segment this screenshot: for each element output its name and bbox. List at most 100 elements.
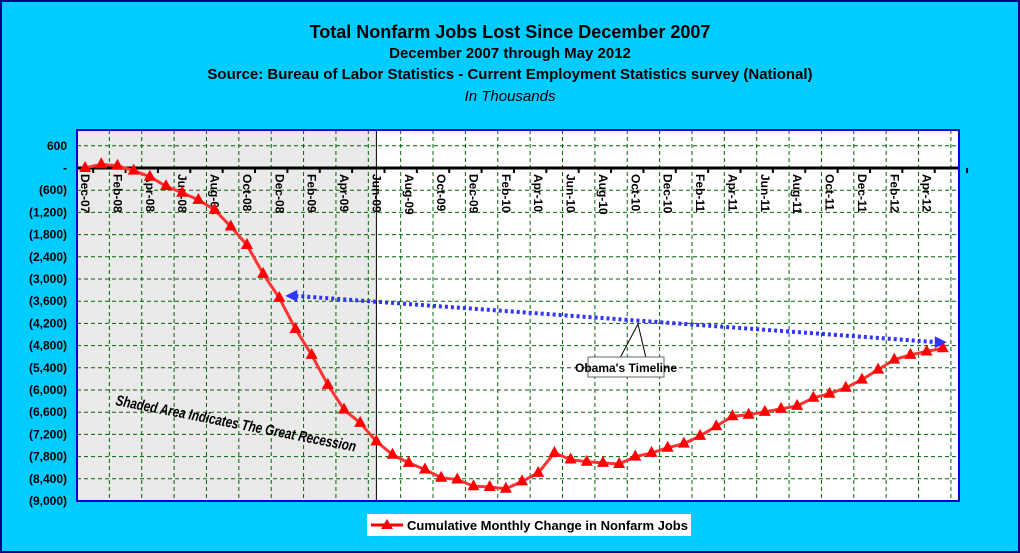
data-point [354, 415, 367, 427]
data-point [402, 455, 415, 467]
data-point [451, 472, 464, 484]
y-tick-label: (2,400) [29, 250, 67, 264]
x-tick-label: Oct-10 [628, 174, 642, 212]
x-tick-label: Aug-08 [208, 174, 222, 215]
y-tick-label: (3,600) [29, 294, 67, 308]
data-point [192, 192, 205, 204]
y-tick-label: (3,000) [29, 272, 67, 286]
data-point [273, 290, 286, 302]
x-tick-label: Jun-09 [369, 174, 383, 213]
y-tick-label: (5,400) [29, 361, 67, 375]
data-point [661, 440, 674, 452]
y-tick-label: (7,200) [29, 427, 67, 441]
x-tick-label: Apr-12 [920, 174, 934, 212]
data-point [321, 377, 334, 389]
y-tick-label: (1,800) [29, 228, 67, 242]
data-point [418, 462, 431, 474]
data-point [305, 347, 318, 359]
chart-source: Source: Bureau of Labor Statistics - Cur… [207, 66, 813, 83]
data-point [855, 372, 868, 384]
chart-subtitle: December 2007 through May 2012 [389, 45, 631, 62]
data-point [710, 419, 723, 431]
data-point [338, 402, 351, 414]
data-point [904, 347, 917, 359]
data-point [176, 185, 189, 197]
x-tick-label: Aug-10 [596, 174, 610, 215]
legend-label: Cumulative Monthly Change in Nonfarm Job… [407, 517, 688, 533]
data-point [888, 352, 901, 364]
data-point [160, 179, 173, 191]
x-tick-label: Oct-08 [240, 174, 254, 212]
legend-marker-icon [371, 519, 403, 529]
x-tick-label: Dec-10 [661, 174, 675, 214]
data-point [111, 158, 124, 170]
plot-border [76, 129, 960, 502]
chart-title: Total Nonfarm Jobs Lost Since December 2… [309, 22, 711, 42]
data-point [499, 481, 512, 493]
x-tick-label: Feb-10 [499, 174, 513, 213]
data-point [467, 479, 480, 491]
y-tick-label: (4,800) [29, 339, 67, 353]
y-tick-label: (8,400) [29, 472, 67, 486]
arrow-head-left [285, 289, 298, 302]
callout-box [587, 356, 665, 378]
data-point [629, 449, 642, 461]
x-tick-label: Oct-11 [823, 174, 837, 211]
data-point [370, 434, 383, 446]
x-tick-label: Apr-09 [337, 174, 351, 212]
x-tick-label: Apr-11 [725, 174, 739, 212]
data-point [289, 321, 302, 333]
legend: Cumulative Monthly Change in Nonfarm Job… [367, 514, 691, 536]
x-tick-label: Feb-12 [887, 174, 901, 213]
y-tick-label: (6,600) [29, 405, 67, 419]
data-point [726, 409, 739, 421]
y-tick-label: (6,000) [29, 383, 67, 397]
x-tick-label: Feb-11 [693, 174, 707, 212]
x-tick-label: Feb-08 [110, 174, 124, 213]
data-point [580, 454, 593, 466]
data-point [645, 445, 658, 457]
data-point [807, 390, 820, 402]
timeline-arrow [295, 293, 937, 345]
data-point [839, 380, 852, 392]
data-point [79, 161, 92, 172]
arrow-head-right [934, 336, 947, 349]
data-point [516, 474, 529, 486]
data-point [386, 447, 399, 459]
x-tick-label: Jun-10 [564, 174, 578, 213]
callout-leader [619, 322, 647, 359]
data-point [483, 479, 496, 491]
x-tick-label: Dec-07 [78, 174, 92, 214]
data-point [920, 344, 933, 356]
data-point [224, 219, 237, 231]
x-tick-label: Apr-08 [143, 174, 157, 212]
data-point [143, 169, 156, 181]
x-tick-label: Aug-11 [790, 174, 804, 214]
data-point [435, 470, 448, 482]
x-tick-label: Oct-09 [434, 174, 448, 212]
x-tick-label: Dec-08 [272, 174, 286, 214]
x-tick-label: Dec-11 [855, 174, 869, 213]
data-point [774, 401, 787, 413]
data-point [596, 455, 609, 467]
y-tick-label: - [63, 161, 67, 175]
data-point [548, 445, 561, 457]
data-point [742, 407, 755, 419]
x-tick-label: Apr-10 [531, 174, 545, 212]
data-point [677, 436, 690, 448]
data-point [694, 428, 707, 440]
data-point [208, 202, 221, 214]
y-tick-label: (600) [39, 183, 67, 197]
chart-units: In Thousands [464, 88, 556, 105]
y-tick-label: (7,800) [29, 450, 67, 464]
recession-shading [77, 130, 377, 501]
data-point [257, 266, 270, 278]
data-point [613, 457, 626, 468]
data-point [758, 404, 771, 416]
data-point [532, 465, 545, 477]
y-tick-label: (9,000) [29, 494, 67, 508]
data-point [872, 362, 885, 374]
data-point [936, 341, 949, 353]
data-point [791, 398, 804, 410]
